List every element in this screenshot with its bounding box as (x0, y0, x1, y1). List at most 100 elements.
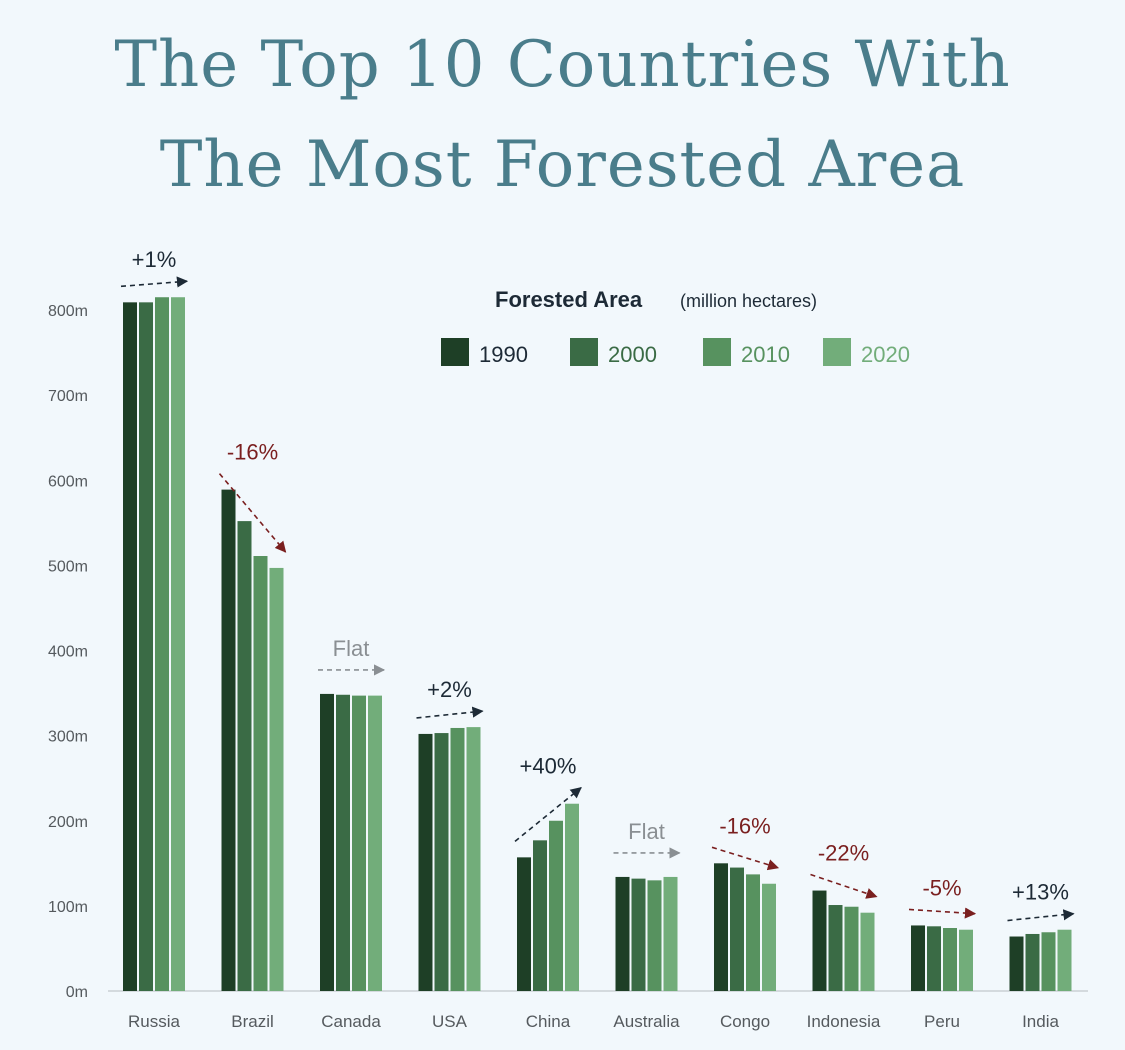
bar-china-2020 (565, 803, 579, 991)
trend-label-russia: +1% (132, 247, 177, 272)
bar-group-canada (320, 693, 382, 991)
bar-canada-2010 (352, 695, 366, 991)
y-tick-label: 100m (48, 899, 88, 916)
bar-china-2010 (549, 820, 563, 991)
legend-label-2010: 2010 (741, 342, 790, 367)
legend-swatch-1990 (441, 338, 469, 366)
x-tick-label: Peru (924, 1012, 960, 1031)
trend-label-peru: -5% (922, 875, 961, 900)
x-axis-labels: Russia Brazil Canada USA China Australia Congo… (128, 1012, 1059, 1031)
bar-group-australia (615, 876, 678, 991)
bar-india-2020 (1057, 929, 1072, 991)
x-tick-label: Russia (128, 1012, 181, 1031)
trend-label-congo: -16% (719, 813, 770, 838)
x-tick-label: Canada (321, 1012, 381, 1031)
x-tick-label: Congo (720, 1012, 770, 1031)
legend-swatch-2010 (703, 338, 731, 366)
trend-label-china: +40% (520, 754, 577, 779)
bar-indonesia-2020 (860, 912, 875, 991)
bar-australia-1990 (615, 876, 630, 991)
x-tick-label: USA (432, 1012, 468, 1031)
trend-label-usa: +2% (427, 677, 472, 702)
bar-group-china (517, 803, 579, 991)
bar-china-1990 (517, 857, 531, 991)
bar-brazil-1990 (221, 489, 236, 991)
bar-india-2010 (1041, 932, 1056, 991)
trend-label-canada: Flat (333, 636, 370, 661)
bar-brazil-2000 (237, 521, 252, 991)
bar-indonesia-2000 (828, 905, 843, 991)
bar-russia-1990 (123, 302, 137, 991)
legend-items: 1990 2000 2010 2020 (441, 338, 910, 367)
y-tick-label: 300m (48, 729, 88, 746)
x-tick-label: Australia (613, 1012, 680, 1031)
bar-group-congo (714, 863, 776, 991)
bar-group-indonesia (812, 890, 875, 991)
bar-congo-2010 (746, 874, 760, 991)
bar-india-2000 (1025, 933, 1040, 991)
bar-india-1990 (1009, 936, 1024, 991)
x-tick-label: Indonesia (807, 1012, 881, 1031)
legend-title: Forested Area (495, 287, 643, 312)
bar-indonesia-1990 (812, 890, 827, 991)
bar-russia-2010 (155, 297, 169, 991)
bar-canada-1990 (320, 693, 334, 991)
bar-canada-2020 (368, 695, 382, 991)
legend: Forested Area (million hectares) 1990 200… (441, 287, 910, 367)
legend-label-2000: 2000 (608, 342, 657, 367)
x-tick-label: China (526, 1012, 571, 1031)
trend-arrow-usa (416, 706, 484, 719)
bar-group-peru (911, 925, 973, 991)
bar-usa-2020 (466, 727, 481, 991)
trend-label-brazil: -16% (227, 440, 278, 465)
bar-congo-2000 (730, 867, 744, 991)
y-tick-label: 500m (48, 558, 88, 575)
y-tick-label: 700m (48, 388, 88, 405)
bar-congo-1990 (714, 863, 728, 991)
bar-congo-2020 (762, 883, 776, 991)
y-tick-label: 200m (48, 814, 88, 831)
legend-subtitle: (million hectares) (680, 291, 817, 311)
trend-arrow-congo (711, 846, 780, 871)
trend-arrow-indonesia (810, 873, 878, 899)
bar-brazil-2020 (269, 567, 284, 991)
legend-swatch-2000 (570, 338, 598, 366)
bar-group-india (1009, 929, 1072, 991)
chart-title-line-2: The Most Forested Area (159, 128, 966, 202)
trend-annotations: +1% -16% Flat +2% +40% Flat -16% -22% -5% +13% (120, 247, 1075, 922)
chart-title-line-1: The Top 10 Countries With (114, 28, 1011, 102)
y-tick-label: 400m (48, 644, 88, 661)
bar-indonesia-2010 (844, 906, 859, 991)
bar-brazil-2010 (253, 556, 268, 991)
bar-australia-2020 (663, 876, 678, 991)
bar-peru-2010 (943, 928, 957, 991)
legend-label-2020: 2020 (861, 342, 910, 367)
bar-russia-2000 (139, 302, 153, 991)
bar-usa-2000 (434, 733, 449, 991)
y-axis-ticks: 0m 100m 200m 300m 400m 500m 600m 700m 800m (48, 303, 88, 1001)
y-tick-label: 800m (48, 303, 88, 320)
trend-label-indonesia: -22% (818, 841, 869, 866)
bar-australia-2010 (647, 880, 662, 991)
bar-peru-2000 (927, 926, 941, 991)
trend-label-australia: Flat (628, 819, 665, 844)
trend-arrow-brazil (218, 473, 287, 553)
x-tick-label: Brazil (231, 1012, 274, 1031)
legend-label-1990: 1990 (479, 342, 528, 367)
trend-arrow-peru (908, 907, 977, 919)
bar-usa-1990 (418, 733, 433, 991)
trend-label-india: +13% (1012, 880, 1069, 905)
bar-peru-1990 (911, 925, 925, 991)
bar-australia-2000 (631, 878, 646, 991)
bars (123, 297, 1072, 991)
bar-peru-2020 (959, 929, 973, 991)
y-tick-label: 600m (48, 473, 88, 490)
legend-swatch-2020 (823, 338, 851, 366)
bar-china-2000 (533, 840, 547, 991)
bar-russia-2020 (171, 297, 185, 991)
bar-usa-2010 (450, 727, 465, 991)
bar-canada-2000 (336, 694, 350, 991)
y-tick-label: 0m (66, 984, 88, 1001)
